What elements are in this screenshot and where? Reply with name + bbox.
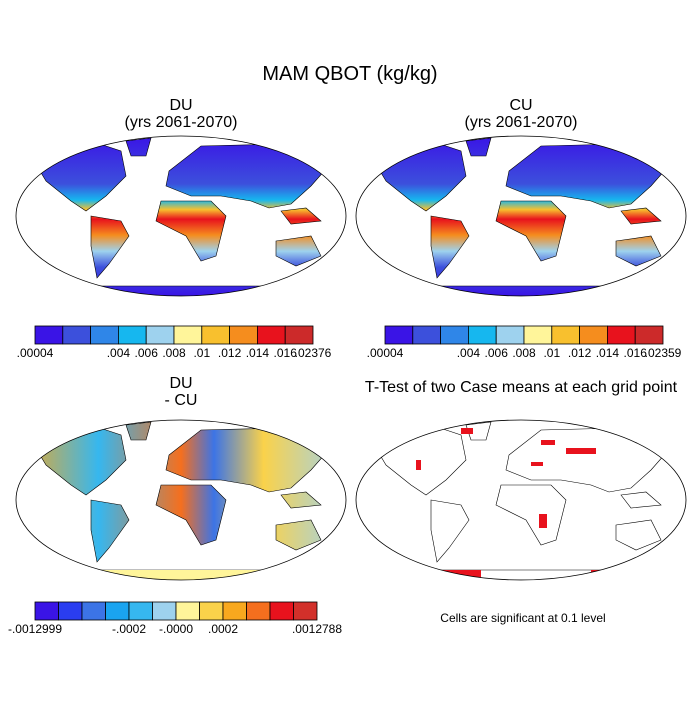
figure-title: MAM QBOT (kg/kg) (262, 63, 437, 85)
colorbar-box (246, 601, 271, 621)
colorbar-label: .0012788 (292, 622, 342, 636)
colorbar-box (634, 325, 664, 345)
colorbar-label: .01 (193, 346, 210, 360)
map (15, 419, 347, 581)
map (355, 135, 687, 297)
colorbar-label: .004 (107, 346, 131, 360)
note: Cells are significant at 0.1 level (440, 611, 605, 625)
colorbar-box (523, 325, 553, 345)
colorbar-label: .0002 (208, 622, 238, 636)
colorbar-label: .02359 (645, 346, 682, 360)
colorbar-box (145, 325, 175, 345)
colorbar-box (293, 601, 318, 621)
colorbar-box (81, 601, 106, 621)
panel-subtitle: (yrs 2061-2070) (465, 114, 578, 131)
colorbar-label: .02376 (295, 346, 332, 360)
colorbar-label: .008 (512, 346, 536, 360)
colorbar-label: .014 (246, 346, 270, 360)
colorbar-box (495, 325, 525, 345)
colorbar-label: .01 (543, 346, 560, 360)
colorbar-box (34, 601, 59, 621)
colorbar-label: .00004 (367, 346, 404, 360)
colorbar-label: .016 (624, 346, 648, 360)
colorbar-box (256, 325, 286, 345)
panel-subtitle: - CU (165, 392, 198, 409)
panel-title: T-Test of two Case means at each grid po… (365, 379, 678, 396)
colorbar-box (412, 325, 441, 345)
map (15, 135, 347, 297)
colorbar-box (62, 325, 91, 345)
colorbar-label: .008 (162, 346, 186, 360)
map (355, 419, 687, 581)
colorbar-label: -.0012999 (8, 622, 62, 636)
colorbar-box (199, 601, 224, 621)
colorbar-label: .012 (568, 346, 592, 360)
colorbar-box (222, 601, 247, 621)
colorbar-label: .00004 (17, 346, 54, 360)
colorbar-label: .006 (485, 346, 509, 360)
colorbar-label: .004 (457, 346, 481, 360)
colorbar-label: .014 (596, 346, 620, 360)
colorbar-box (128, 601, 153, 621)
colorbar-box (34, 325, 64, 345)
colorbar-label: .016 (274, 346, 298, 360)
colorbar-box (607, 325, 636, 345)
colorbar-box (551, 325, 580, 345)
colorbar-box (269, 601, 294, 621)
colorbar-box (105, 601, 130, 621)
colorbar-label: .006 (135, 346, 159, 360)
colorbar-box (284, 325, 314, 345)
panel-title: CU (509, 97, 532, 114)
panel-title: DU (169, 97, 192, 114)
colorbar-box (579, 325, 608, 345)
colorbar-box (152, 601, 177, 621)
colorbar-label: .012 (218, 346, 242, 360)
panel-subtitle: (yrs 2061-2070) (125, 114, 238, 131)
colorbar-label: -.0002 (112, 622, 146, 636)
colorbar-box (440, 325, 469, 345)
colorbar-box (201, 325, 231, 345)
colorbar-box (384, 325, 414, 345)
colorbar-box (175, 601, 200, 621)
panel-title: DU (169, 375, 192, 392)
colorbar-box (90, 325, 119, 345)
colorbar-box (173, 325, 203, 345)
colorbar-label: -.0000 (159, 622, 193, 636)
colorbar-box (118, 325, 147, 345)
colorbar-box (229, 325, 258, 345)
colorbar-box (467, 325, 497, 345)
colorbar-box (58, 601, 83, 621)
